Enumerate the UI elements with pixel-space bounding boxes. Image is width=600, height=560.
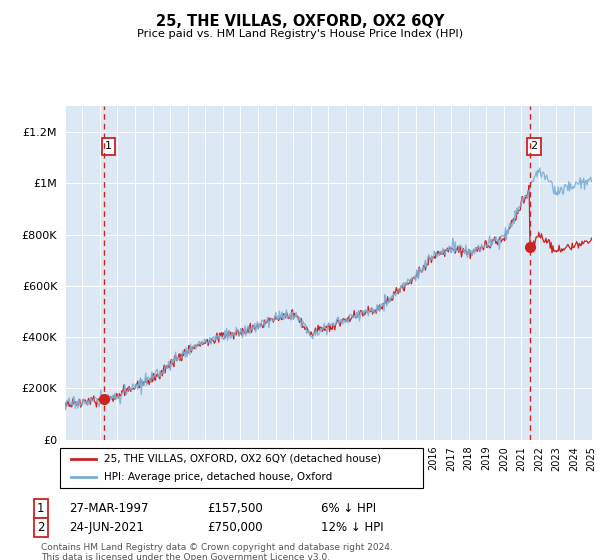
Text: 1: 1: [37, 502, 44, 515]
Text: 27-MAR-1997: 27-MAR-1997: [69, 502, 149, 515]
Text: 2: 2: [37, 521, 44, 534]
Text: This data is licensed under the Open Government Licence v3.0.: This data is licensed under the Open Gov…: [41, 553, 330, 560]
Text: 6% ↓ HPI: 6% ↓ HPI: [321, 502, 376, 515]
Text: 2: 2: [530, 141, 538, 151]
Text: 1: 1: [105, 141, 112, 151]
Text: Price paid vs. HM Land Registry's House Price Index (HPI): Price paid vs. HM Land Registry's House …: [137, 29, 463, 39]
Text: 24-JUN-2021: 24-JUN-2021: [69, 521, 144, 534]
Text: Contains HM Land Registry data © Crown copyright and database right 2024.: Contains HM Land Registry data © Crown c…: [41, 543, 392, 552]
Text: 12% ↓ HPI: 12% ↓ HPI: [321, 521, 383, 534]
Text: £157,500: £157,500: [207, 502, 263, 515]
Text: 25, THE VILLAS, OXFORD, OX2 6QY (detached house): 25, THE VILLAS, OXFORD, OX2 6QY (detache…: [104, 454, 380, 464]
Text: 25, THE VILLAS, OXFORD, OX2 6QY: 25, THE VILLAS, OXFORD, OX2 6QY: [156, 14, 444, 29]
Text: £750,000: £750,000: [207, 521, 263, 534]
Text: HPI: Average price, detached house, Oxford: HPI: Average price, detached house, Oxfo…: [104, 473, 332, 482]
